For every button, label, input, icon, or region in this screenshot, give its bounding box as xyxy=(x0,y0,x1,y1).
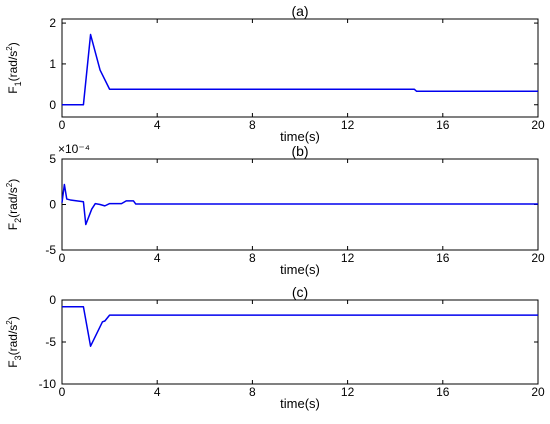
series-line-b-0 xyxy=(61,183,538,226)
x-tick-label: 20 xyxy=(531,118,545,132)
x-axis-label-a: time(s) xyxy=(280,129,320,144)
x-tick-label: 16 xyxy=(436,385,450,399)
y-tick-label: 0 xyxy=(49,293,56,307)
chart-title-a: (a) xyxy=(291,3,308,19)
y-label-unit: (rad/s xyxy=(6,325,20,356)
x-axis-label-b: time(s) xyxy=(280,262,320,277)
y-tick-label: 0 xyxy=(49,198,56,212)
panel-c: 0 4 8 12 16 20 0 -5 -10 (c) time(s) F3(rad/s2) xyxy=(5,284,545,411)
x-tick-label: 20 xyxy=(531,385,545,399)
chart-title-b: (b) xyxy=(291,143,308,159)
plot-frame-c xyxy=(61,299,539,385)
y-label-unit-close: ) xyxy=(6,179,20,183)
x-tick-label: 16 xyxy=(436,251,450,265)
y-tick-label: -5 xyxy=(45,335,56,349)
series-line-a-0 xyxy=(62,33,538,106)
y-label-subscript: 3 xyxy=(13,355,23,360)
x-tick-label: 12 xyxy=(341,251,355,265)
y-label-superscript: 2 xyxy=(5,182,14,187)
y-exponent-label: ×10⁻⁴ xyxy=(58,142,90,156)
x-tick-label: 8 xyxy=(249,251,256,265)
y-tick-label: 1 xyxy=(49,57,56,71)
x-axis-label-c: time(s) xyxy=(280,396,320,411)
y-tick-label: -10 xyxy=(39,377,57,391)
x-tick-label: 0 xyxy=(59,118,66,132)
y-label-superscript: 2 xyxy=(5,320,14,325)
x-tick-label: 4 xyxy=(154,118,161,132)
y-axis-label-a: F1(rad/s2) xyxy=(5,42,23,94)
x-tick-label: 8 xyxy=(249,118,256,132)
y-tick-label: 5 xyxy=(49,152,56,166)
x-tick-label: 0 xyxy=(59,385,66,399)
y-label-unit: (rad/s xyxy=(6,187,20,218)
y-axis-label-b: F2(rad/s2) xyxy=(5,179,23,231)
y-label-subscript: 1 xyxy=(13,81,23,86)
x-tick-label: 8 xyxy=(249,385,256,399)
y-label-unit-close: ) xyxy=(6,42,20,46)
x-tick-label: 0 xyxy=(59,251,66,265)
y-label-superscript: 2 xyxy=(5,46,14,51)
y-label-subscript: 2 xyxy=(13,218,23,223)
x-tick-label: 12 xyxy=(341,385,355,399)
y-label-symbol: F xyxy=(6,86,20,93)
y-tick-label: 0 xyxy=(49,98,56,112)
series-line-c-0 xyxy=(62,305,538,347)
y-tick-label: 2 xyxy=(49,16,56,30)
y-label-unit-close: ) xyxy=(6,316,20,320)
x-tick-label: 16 xyxy=(436,118,450,132)
y-label-symbol: F xyxy=(6,223,20,230)
x-tick-label: 20 xyxy=(531,251,545,265)
y-label-symbol: F xyxy=(6,360,20,367)
y-label-unit: (rad/s xyxy=(6,51,20,82)
y-tick-label: -5 xyxy=(45,243,56,257)
chart-title-c: (c) xyxy=(292,284,308,300)
x-tick-label: 4 xyxy=(154,385,161,399)
x-tick-label: 12 xyxy=(341,118,355,132)
y-axis-label-c: F3(rad/s2) xyxy=(5,316,23,368)
plot-frame-a xyxy=(61,18,539,118)
x-tick-label: 4 xyxy=(154,251,161,265)
